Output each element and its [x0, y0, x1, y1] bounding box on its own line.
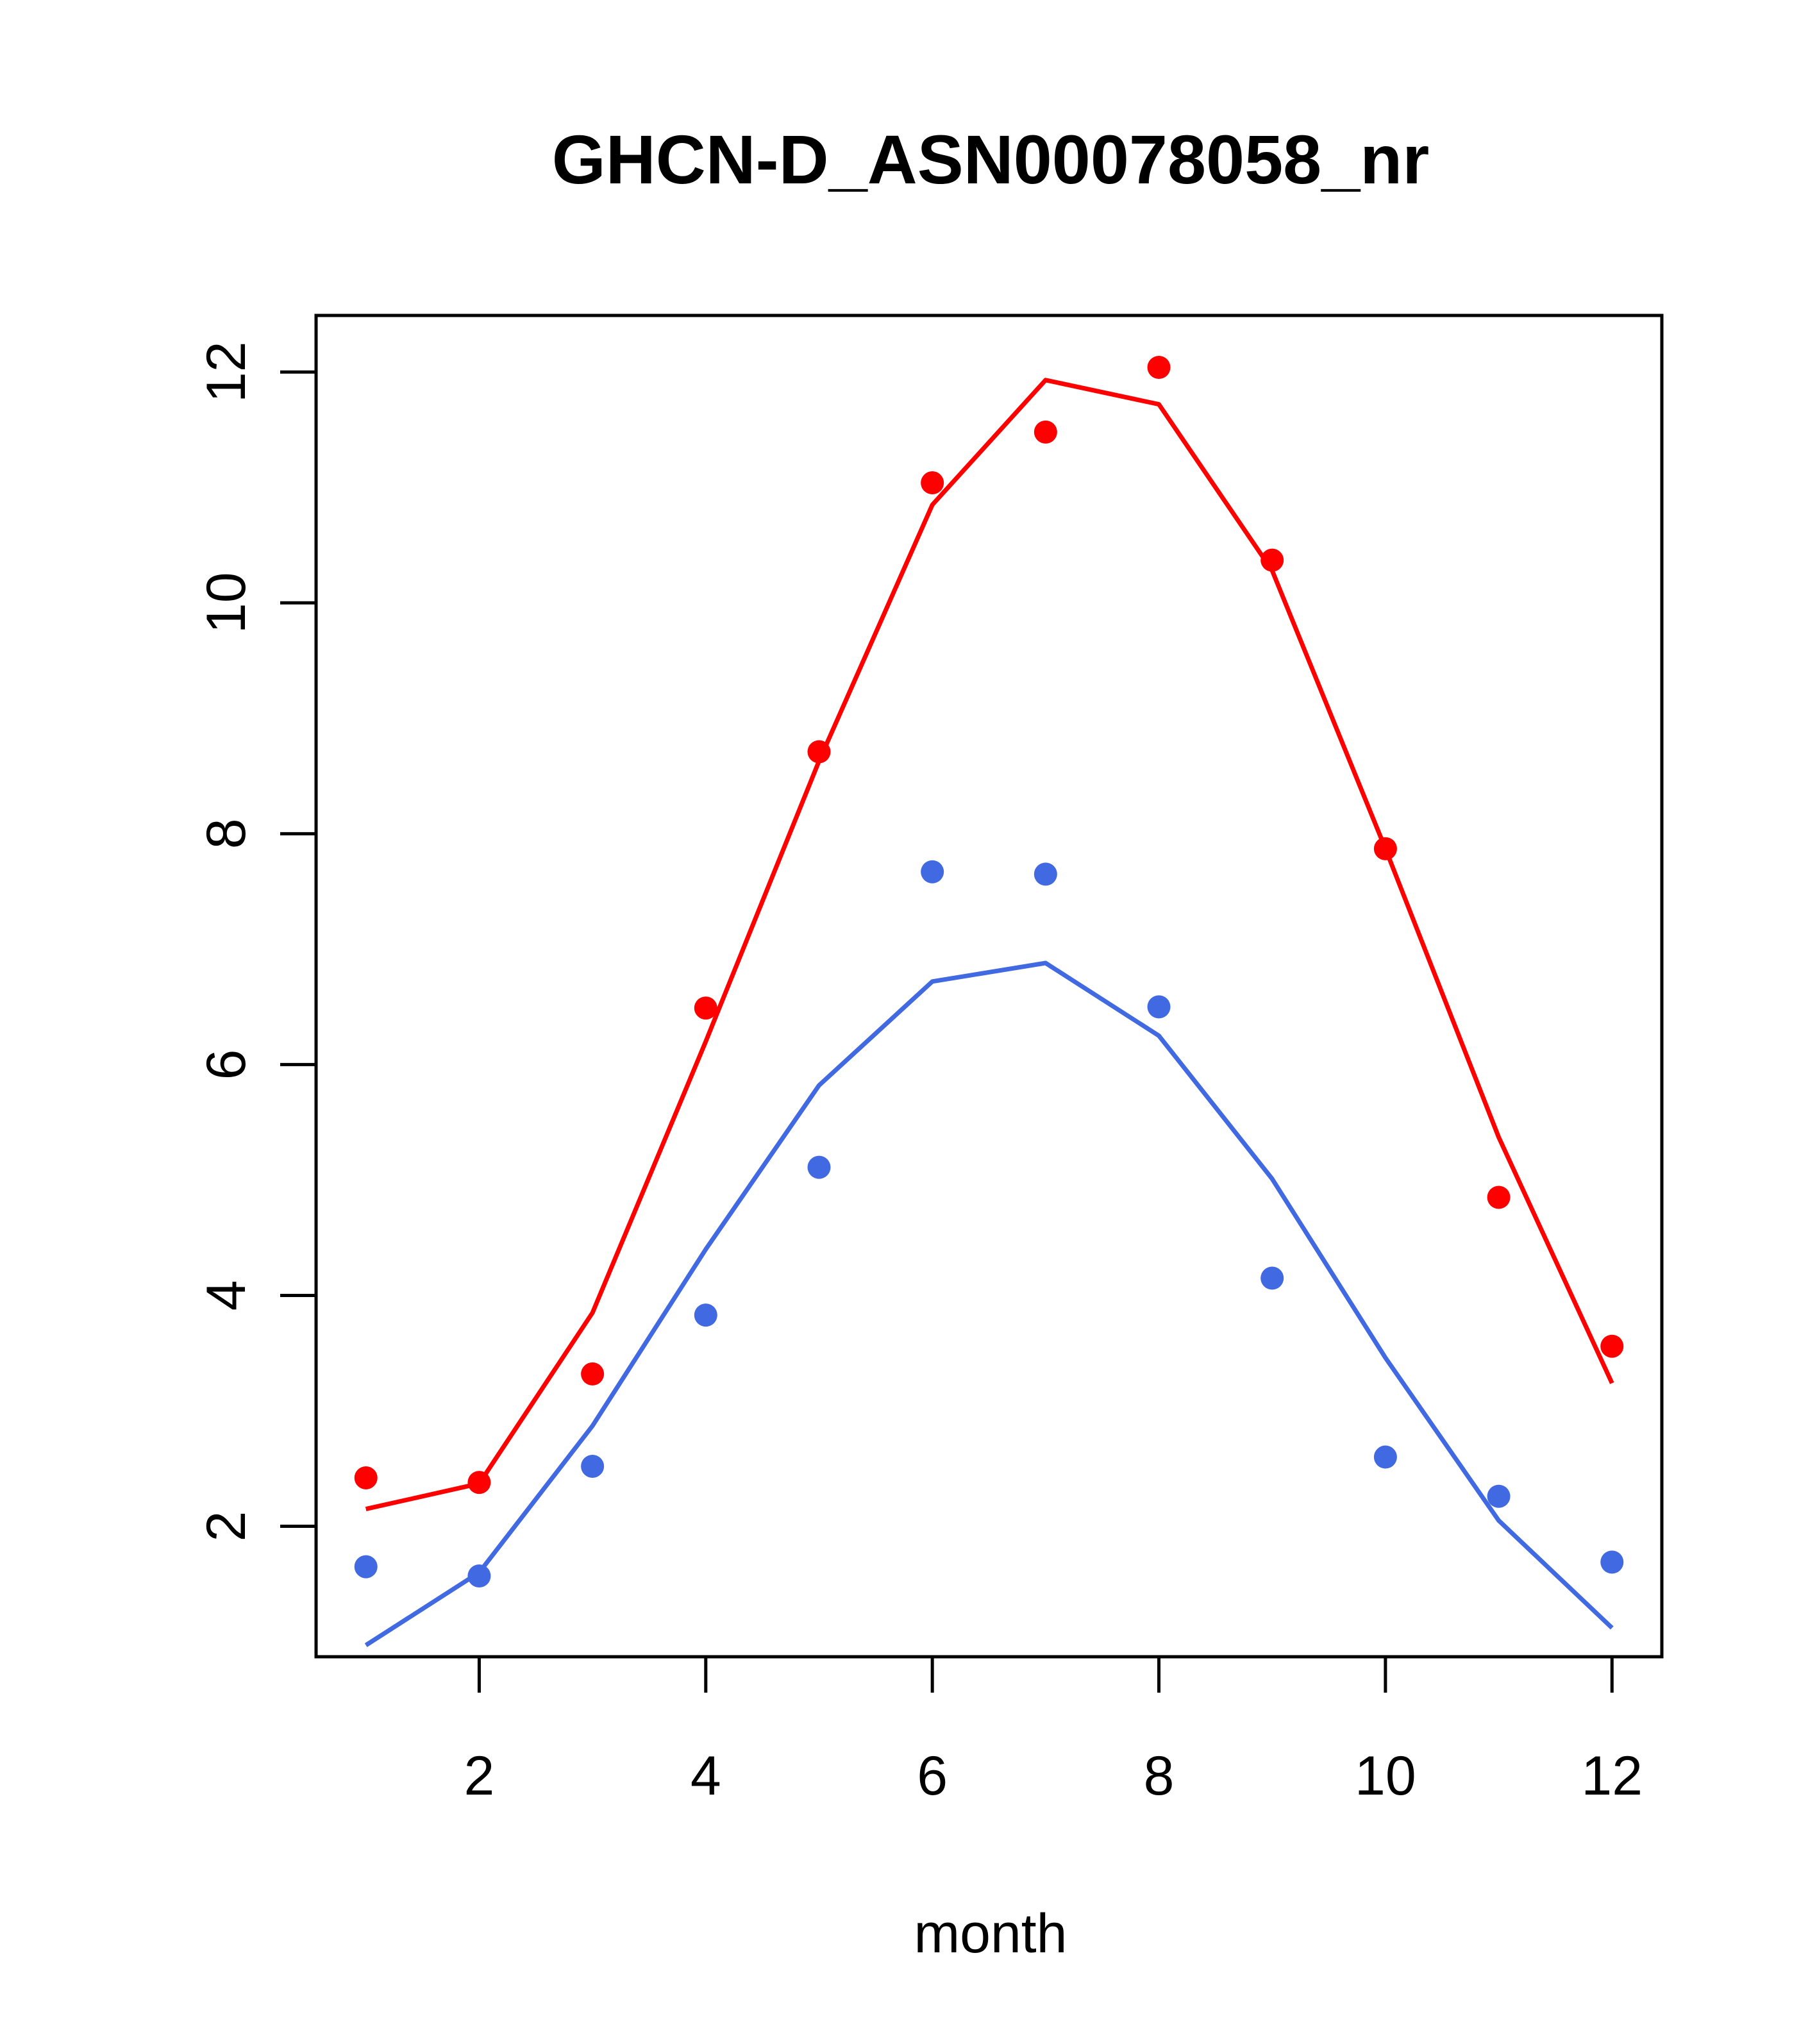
series-1-point: [694, 996, 717, 1020]
series-2-point: [1487, 1484, 1511, 1508]
x-tick-label: 6: [917, 1745, 948, 1807]
series-2-point: [1600, 1550, 1624, 1574]
y-tick-label: 8: [196, 818, 257, 849]
series-2-point: [467, 1564, 491, 1587]
series-1-point: [1034, 420, 1057, 444]
x-tick-label: 12: [1581, 1745, 1643, 1807]
series-1-point: [354, 1466, 378, 1489]
series-1-point: [581, 1362, 605, 1386]
plot-frame: [314, 314, 1664, 1659]
series-1-point: [1147, 356, 1171, 380]
series-2-point: [1034, 862, 1057, 886]
series-points: [354, 356, 1624, 1587]
series-2-point: [1147, 995, 1171, 1019]
series-lines: [364, 378, 1614, 1647]
series-2-point: [694, 1303, 717, 1327]
series-1-point: [1260, 548, 1284, 572]
series-1-point: [1600, 1334, 1624, 1358]
series-2-point: [581, 1454, 605, 1478]
series-1-point: [467, 1471, 491, 1495]
series-1-point: [1487, 1185, 1511, 1209]
series-1-line: [365, 378, 1614, 1512]
y-tick-label: 4: [196, 1280, 257, 1311]
x-tick-label: 10: [1355, 1745, 1416, 1807]
series-1-point: [1373, 837, 1397, 860]
series-2-point: [354, 1555, 378, 1579]
x-tick-label: 4: [691, 1745, 721, 1807]
x-tick-label: 8: [1144, 1745, 1175, 1807]
y-tick-label: 12: [196, 341, 257, 403]
series-2-point: [1260, 1266, 1284, 1290]
series-2-point: [807, 1155, 831, 1179]
y-tick-label: 6: [196, 1050, 257, 1080]
y-tick-label: 10: [196, 572, 257, 633]
series-1-point: [921, 471, 944, 495]
series-2-point: [1373, 1445, 1397, 1469]
x-axis-label: month: [914, 1903, 1067, 1964]
series-2-line: [364, 960, 1614, 1647]
y-tick-label: 2: [196, 1511, 257, 1542]
x-tick-label: 2: [464, 1745, 495, 1807]
chart-title: GHCN-D_ASN00078058_nr: [552, 121, 1430, 198]
series-2-point: [921, 860, 944, 884]
y-axis: 2 4 6 8 10 12: [196, 341, 316, 1541]
x-axis: 2 4 6 8 10 12: [464, 1657, 1643, 1807]
series-1-point: [807, 740, 831, 764]
